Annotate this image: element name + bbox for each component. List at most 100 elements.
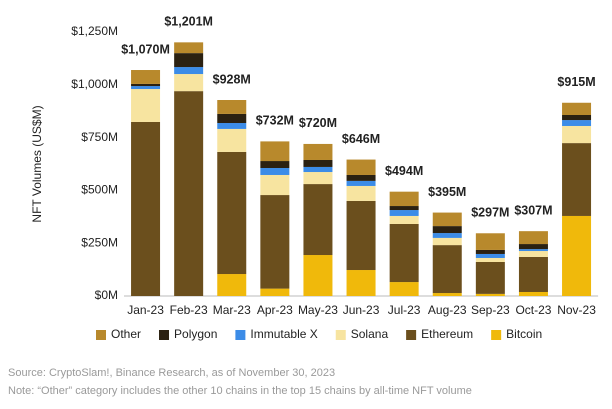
bar-segment — [346, 180, 376, 186]
bar-segment — [346, 185, 376, 201]
legend-label: Bitcoin — [506, 327, 542, 341]
bar-segment — [562, 143, 592, 216]
bar-segment — [260, 174, 290, 196]
bar-segment — [260, 161, 290, 169]
bar-segment — [260, 168, 290, 175]
legend-label: Polygon — [174, 327, 217, 341]
legend-swatch — [406, 330, 417, 340]
bar-segment — [303, 255, 333, 296]
bar-segment — [303, 143, 333, 160]
bar-segment — [475, 261, 505, 294]
bar-segment — [389, 206, 419, 211]
y-tick-label: $250M — [81, 235, 118, 249]
bar-segment — [562, 215, 592, 296]
total-label: $395M — [428, 185, 466, 199]
y-tick-label: $750M — [81, 130, 118, 144]
total-label: $1,070M — [121, 42, 170, 56]
bar-segment — [303, 159, 333, 167]
bar-segment — [174, 67, 204, 75]
total-label: $646M — [342, 132, 380, 146]
bar-segment — [389, 282, 419, 296]
x-tick-label: Nov-23 — [557, 303, 596, 317]
bar-segment — [432, 226, 462, 234]
source: Source: CryptoSlam!, Binance Research, a… — [8, 367, 335, 379]
bar-segment — [562, 115, 592, 121]
bar-segment — [562, 102, 592, 116]
bar-segment — [303, 166, 333, 173]
bar-segment — [518, 249, 548, 252]
bar-segment — [260, 195, 290, 289]
y-tick-label: $1,250M — [71, 24, 118, 38]
legend-swatch — [96, 330, 106, 340]
bar-segment — [475, 257, 505, 262]
legend-label: Immutable X — [250, 327, 317, 341]
y-tick-label: $1,000M — [71, 77, 118, 91]
legend-label: Ethereum — [421, 327, 473, 341]
bar-segment — [432, 245, 462, 294]
bar-segment — [562, 125, 592, 144]
bar-segment — [475, 253, 505, 258]
bar-segment — [518, 251, 548, 257]
total-label: $494M — [385, 164, 423, 178]
bar-segment — [389, 210, 419, 216]
bar-segment — [518, 244, 548, 250]
bar-segment — [346, 270, 376, 296]
legend-swatch — [159, 330, 170, 340]
bar-segment — [174, 53, 204, 68]
bar-segment — [260, 141, 290, 162]
x-tick-label: Jun-23 — [343, 303, 380, 317]
legend-swatch — [335, 330, 346, 340]
total-label: $732M — [256, 114, 294, 128]
x-tick-label: May-23 — [298, 303, 338, 317]
bar-segment — [389, 191, 419, 207]
bar-segment — [562, 120, 592, 126]
bar-segment — [346, 174, 376, 181]
bar-segment — [131, 86, 161, 90]
bar-segment — [389, 223, 419, 283]
legend-swatch — [235, 330, 246, 340]
bar-segment — [303, 172, 333, 185]
bar-segment — [432, 233, 462, 238]
legend-swatch — [491, 330, 502, 340]
bar-segment — [217, 123, 247, 129]
legend-label: Solana — [351, 327, 389, 341]
bar-segment — [131, 70, 161, 84]
bar-segment — [475, 293, 505, 296]
y-tick-label: $500M — [81, 183, 118, 197]
x-tick-label: Feb-23 — [170, 303, 208, 317]
bar-segment — [389, 215, 419, 224]
x-tick-label: Sep-23 — [471, 303, 510, 317]
bar-segment — [260, 288, 290, 296]
bar-segment — [131, 89, 161, 122]
total-label: $915M — [557, 75, 595, 89]
bar-segment — [131, 83, 161, 87]
total-label: $307M — [514, 203, 552, 217]
x-tick-label: Jan-23 — [127, 303, 164, 317]
bar-segment — [518, 231, 548, 245]
bar-segment — [432, 237, 462, 246]
bar-segment — [217, 151, 247, 275]
bar-segment — [518, 291, 548, 296]
x-tick-label: Oct-23 — [515, 303, 551, 317]
bar-segment — [217, 128, 247, 152]
legend-label: Other — [111, 327, 141, 341]
bar-segment — [131, 121, 161, 297]
bar-segment — [475, 249, 505, 254]
bar-segment — [217, 113, 247, 124]
x-tick-label: Apr-23 — [257, 303, 293, 317]
bar-segment — [432, 293, 462, 296]
bar-segment — [217, 274, 247, 296]
total-label: $297M — [471, 206, 509, 220]
bar-segment — [174, 91, 204, 296]
bar-segment — [518, 256, 548, 292]
x-tick-label: Jul-23 — [388, 303, 421, 317]
y-tick-label: $0M — [95, 288, 118, 302]
bar-segment — [217, 100, 247, 114]
bar-segment — [346, 159, 376, 175]
total-label: $928M — [213, 72, 251, 86]
bar-segment — [174, 42, 204, 54]
total-label: $1,201M — [164, 15, 213, 29]
bar-segment — [174, 74, 204, 92]
total-label: $720M — [299, 116, 337, 130]
